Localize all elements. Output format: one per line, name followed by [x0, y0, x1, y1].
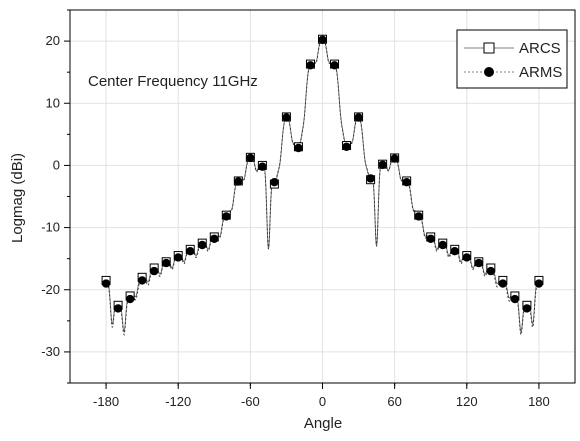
- arms-point: [378, 160, 387, 169]
- arms-point: [294, 143, 303, 153]
- legend-label-arcs: ARCS: [519, 40, 561, 57]
- arms-point: [149, 266, 159, 276]
- arms-point: [342, 142, 351, 151]
- arms-point: [390, 154, 399, 163]
- y-tick-label: -30: [41, 344, 60, 359]
- arms-point: [498, 279, 508, 288]
- arms-point: [186, 247, 195, 256]
- x-tick-label: -180: [93, 394, 119, 409]
- arms-point: [486, 266, 496, 276]
- arms-point: [450, 247, 459, 256]
- arms-point: [426, 234, 435, 243]
- arms-point: [137, 276, 147, 285]
- arms-point: [522, 304, 532, 313]
- x-tick-label: -120: [165, 394, 191, 409]
- y-tick-label: -10: [41, 220, 60, 235]
- legend-box: [456, 29, 568, 89]
- arms-point: [282, 113, 291, 122]
- arms-point: [222, 212, 231, 221]
- arms-point: [113, 304, 123, 313]
- arms-point: [210, 234, 219, 243]
- markers: [101, 34, 544, 313]
- legend-marker-arcs: [483, 42, 495, 54]
- arms-point: [174, 253, 183, 262]
- legend-label-arms: ARMS: [519, 64, 562, 81]
- arms-point: [366, 174, 375, 183]
- y-tick-label: -20: [41, 282, 60, 297]
- arms-point: [101, 279, 111, 288]
- x-axis-title: Angle: [304, 415, 342, 432]
- y-tick-label: 10: [46, 95, 60, 110]
- arms-point: [462, 253, 471, 262]
- x-tick-label: -60: [241, 394, 260, 409]
- x-tick-label: 180: [528, 394, 550, 409]
- axes: -180 -120 -60 0 60 120 180 -30 -20 -10 0 10 20: [41, 9, 550, 409]
- arms-point: [354, 113, 363, 122]
- legend-marker-arms: [484, 67, 494, 77]
- arms-point: [534, 279, 544, 288]
- frequency-annotation: Center Frequency 11GHz: [88, 73, 258, 90]
- arms-point: [161, 258, 171, 268]
- arms-point: [438, 240, 447, 250]
- arms-point: [510, 294, 520, 304]
- legend: ARCS ARMS: [456, 29, 568, 89]
- arms-point: [234, 177, 243, 186]
- arms-point: [414, 212, 423, 221]
- y-tick-label: 20: [46, 33, 60, 48]
- arms-point: [198, 240, 207, 250]
- x-tick-label: 60: [387, 394, 401, 409]
- arms-point: [474, 258, 484, 268]
- y-axis-title: Logmag (dBi): [9, 153, 26, 243]
- arms-point: [402, 178, 411, 187]
- x-tick-label: 120: [456, 394, 478, 409]
- arms-point: [246, 153, 255, 163]
- arms-point: [258, 162, 267, 171]
- arms-point: [125, 294, 135, 304]
- x-tick-label: 0: [319, 394, 326, 409]
- arms-point: [330, 61, 339, 70]
- arms-point: [270, 178, 279, 187]
- arms-point: [306, 61, 315, 70]
- y-tick-label: 0: [53, 157, 60, 172]
- arms-point: [318, 35, 327, 45]
